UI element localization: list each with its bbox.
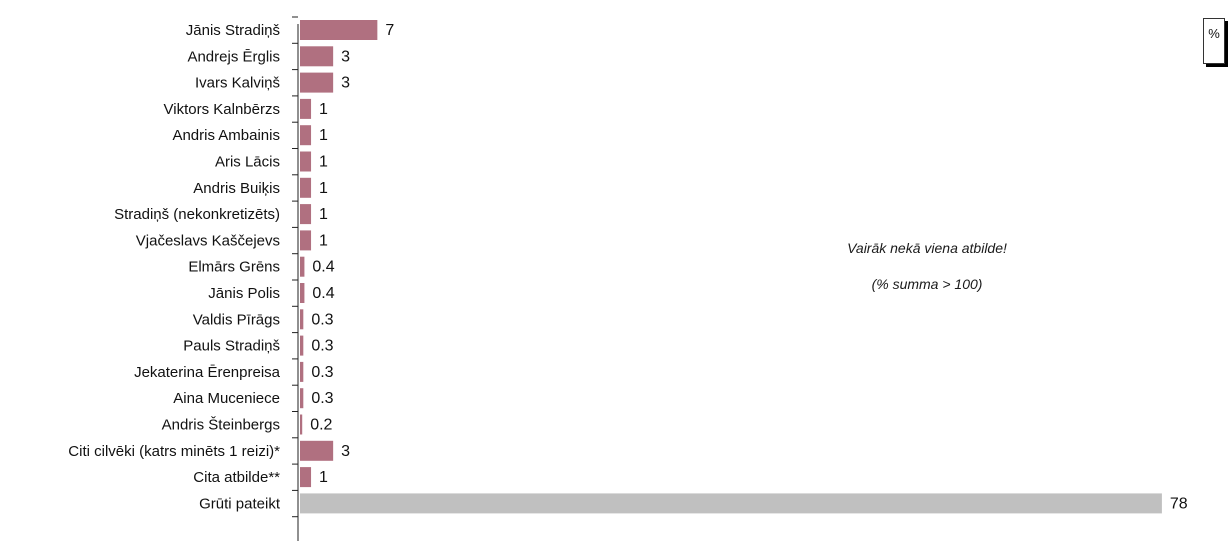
bar <box>300 283 305 303</box>
value-label: 1 <box>319 127 328 144</box>
category-label: Jānis Polis <box>208 285 280 302</box>
value-label: 1 <box>319 180 328 197</box>
value-label: 0.4 <box>312 285 334 302</box>
category-label: Valdis Pīrāgs <box>193 311 280 328</box>
bar <box>300 151 312 172</box>
bar <box>300 230 312 251</box>
category-label: Jekaterina Ērenpreisa <box>134 364 281 381</box>
bar <box>300 98 312 119</box>
category-label: Ivars Kalviņš <box>195 75 280 92</box>
value-label: 1 <box>319 101 328 118</box>
value-label: 0.3 <box>311 364 333 381</box>
bar <box>300 204 312 225</box>
category-label: Cita atbilde** <box>193 469 280 486</box>
category-label: Stradiņš (nekonkretizēts) <box>114 206 280 223</box>
bar <box>300 72 334 93</box>
bar <box>300 440 334 461</box>
category-label: Aris Lācis <box>215 154 280 171</box>
value-label: 0.3 <box>311 338 333 355</box>
bar <box>300 125 312 146</box>
bar <box>300 335 304 356</box>
value-label: 1 <box>319 206 328 223</box>
value-label: 0.3 <box>311 311 333 328</box>
value-label: 1 <box>319 154 328 171</box>
value-label: 0.3 <box>311 390 333 407</box>
category-label: Vjačeslavs Kaščejevs <box>136 232 280 249</box>
category-label: Andris Ambainis <box>172 127 280 144</box>
bar <box>300 361 304 382</box>
category-label: Andris Buiķis <box>193 180 280 197</box>
bar <box>300 388 304 409</box>
bars <box>300 20 1162 514</box>
note-line-1: Vairāk nekā viena atbilde! <box>847 240 1007 256</box>
value-label: 0.2 <box>310 417 332 434</box>
unit-label: % <box>1208 26 1220 41</box>
value-label: 3 <box>341 75 350 92</box>
bar <box>300 20 378 40</box>
value-label: 7 <box>385 22 394 39</box>
bar <box>300 177 312 198</box>
bar <box>300 309 304 330</box>
axis-ticks <box>292 16 298 518</box>
value-label: 78 <box>1170 495 1188 512</box>
bar <box>300 467 312 488</box>
category-label: Aina Muceniece <box>173 390 280 407</box>
category-label: Pauls Stradiņš <box>183 338 280 355</box>
bar <box>300 256 305 277</box>
value-label: 3 <box>341 48 350 65</box>
category-label: Jānis Stradiņš <box>186 22 280 39</box>
category-label: Viktors Kalnbērzs <box>164 101 280 118</box>
bar <box>300 493 1162 514</box>
value-label: 0.4 <box>312 259 334 276</box>
category-label: Andrejs Ērglis <box>187 48 280 65</box>
category-label: Citi cilvēki (katrs minēts 1 reizi)* <box>68 443 280 460</box>
bar <box>300 46 334 67</box>
category-labels: Jānis Stradiņš Andrejs Ērglis Ivars Kalviņ… <box>68 22 281 512</box>
category-label: Andris Šteinbergs <box>162 417 280 434</box>
note-line-2: (% summa > 100) <box>871 276 983 292</box>
category-label: Grūti pateikt <box>199 495 281 512</box>
unit-label-box: % <box>1203 18 1225 64</box>
value-label: 1 <box>319 232 328 249</box>
bar <box>300 414 303 435</box>
value-label: 3 <box>341 443 350 460</box>
category-label: Elmārs Grēns <box>188 259 280 276</box>
value-label: 1 <box>319 469 328 486</box>
